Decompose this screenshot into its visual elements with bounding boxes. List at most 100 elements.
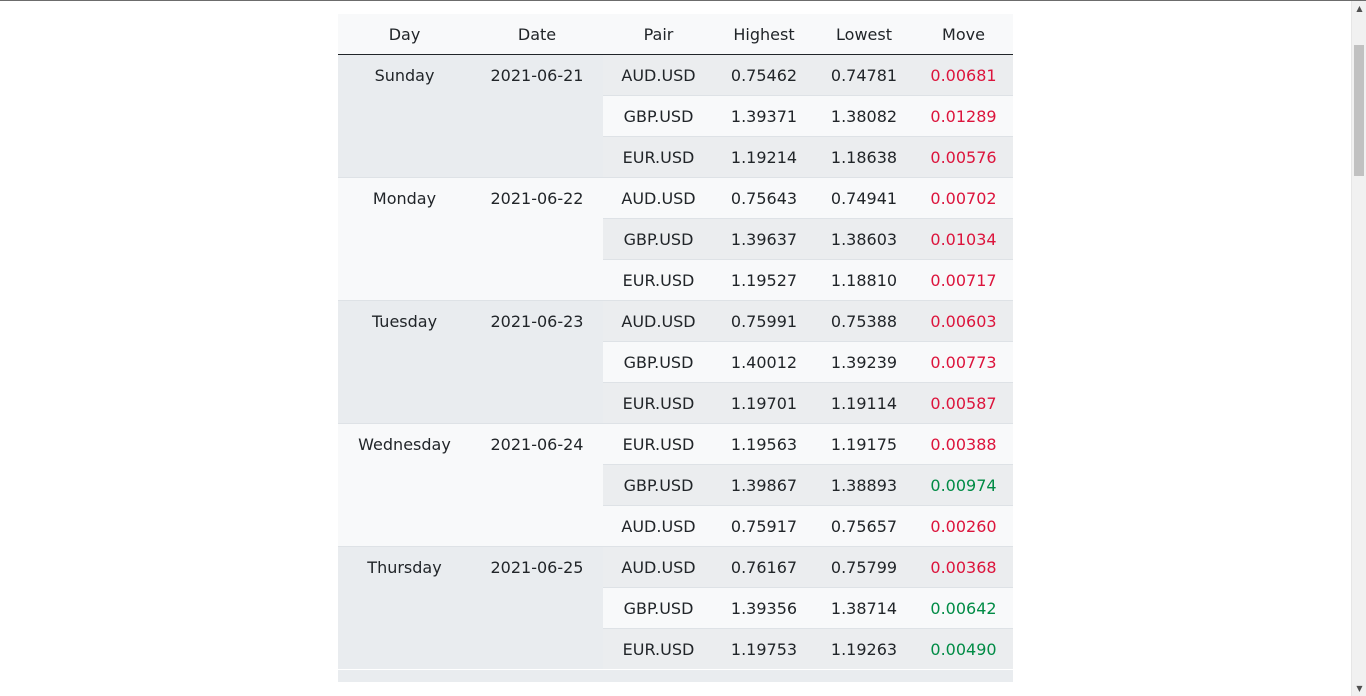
pair-cell: AUD.USD: [603, 505, 714, 547]
move-cell: 0.00388: [914, 423, 1013, 465]
move-cell: 0.00681: [914, 54, 1013, 96]
header-move: Move: [914, 14, 1013, 55]
day-cell: Sunday: [338, 54, 471, 178]
highest-cell: 0.76167: [714, 546, 814, 588]
pair-cell: GBP.USD: [603, 218, 714, 260]
move-cell: 0.01289: [914, 95, 1013, 137]
move-cell: 0.00603: [914, 300, 1013, 342]
pair-cell: GBP.USD: [603, 464, 714, 506]
highest-cell: 1.19527: [714, 259, 814, 301]
lowest-cell: 0.74781: [814, 54, 914, 96]
date-cell: 2021-06-22: [471, 177, 603, 301]
day-cell: Tuesday: [338, 300, 471, 424]
pair-cell: GBP.USD: [603, 95, 714, 137]
highest-cell: 1.40012: [714, 341, 814, 383]
day-cell: Wednesday: [338, 423, 471, 547]
table-row: Tuesday 2021-06-23 AUD.USD 0.75991 0.75388 0.…: [338, 300, 1013, 424]
fx-daily-range-table: Day Date Pair Highest Lowest Move Sunday…: [338, 14, 1013, 669]
pair-cell: AUD.USD: [603, 54, 714, 96]
lowest-cell: 1.38603: [814, 218, 914, 260]
day-cell: Thursday: [338, 546, 471, 669]
table-row: GBP.USD 1.39637 1.38603 0.01034: [338, 218, 1013, 260]
lowest-cell: 0.75799: [814, 546, 914, 588]
lowest-cell: 0.74941: [814, 177, 914, 219]
table-row: EUR.USD 1.19527 1.18810 0.00717: [338, 259, 1013, 301]
pair-cell: EUR.USD: [603, 628, 714, 669]
highest-cell: 1.39637: [714, 218, 814, 260]
lowest-cell: 0.75657: [814, 505, 914, 547]
table-row: Thursday 2021-06-25 AUD.USD 0.76167 0.75799 0…: [338, 546, 1013, 669]
highest-cell: 1.39371: [714, 95, 814, 137]
table-row: Sunday 2021-06-21 AUD.USD 0.75462 0.74781 0.0…: [338, 54, 1013, 178]
pair-cell: EUR.USD: [603, 136, 714, 178]
lowest-cell: 1.19114: [814, 382, 914, 424]
table-row: GBP.USD 1.40012 1.39239 0.00773: [338, 341, 1013, 383]
lowest-cell: 1.39239: [814, 341, 914, 383]
pair-cell: AUD.USD: [603, 177, 714, 219]
highest-cell: 0.75462: [714, 54, 814, 96]
pair-cell: EUR.USD: [603, 423, 714, 465]
vertical-scrollbar[interactable]: ▲ ▼: [1351, 1, 1366, 696]
header-row: Day Date Pair Highest Lowest Move: [338, 14, 1013, 55]
lowest-cell: 0.75388: [814, 300, 914, 342]
date-cell: 2021-06-25: [471, 546, 603, 669]
fx-table-container: Day Date Pair Highest Lowest Move Sunday…: [338, 14, 1013, 669]
move-cell: 0.00974: [914, 464, 1013, 506]
highest-cell: 1.19563: [714, 423, 814, 465]
next-group-partial-row: [338, 670, 1013, 682]
header-lowest: Lowest: [814, 14, 914, 55]
table-header: Day Date Pair Highest Lowest Move: [338, 14, 1013, 55]
highest-cell: 1.39356: [714, 587, 814, 629]
pair-cell: GBP.USD: [603, 341, 714, 383]
move-cell: 0.00587: [914, 382, 1013, 424]
window-top-border: [0, 0, 1366, 1]
table-row: EUR.USD 1.19214 1.18638 0.00576: [338, 136, 1013, 178]
date-cell: 2021-06-21: [471, 54, 603, 178]
table-row: GBP.USD 1.39867 1.38893 0.00974: [338, 464, 1013, 506]
move-cell: 0.00576: [914, 136, 1013, 178]
day-cell: Monday: [338, 177, 471, 301]
lowest-cell: 1.38714: [814, 587, 914, 629]
date-cell: 2021-06-24: [471, 423, 603, 547]
table-body: Sunday 2021-06-21 AUD.USD 0.75462 0.74781 0.0…: [338, 54, 1013, 669]
pair-cell: AUD.USD: [603, 546, 714, 588]
highest-cell: 1.19753: [714, 628, 814, 669]
pair-cell: EUR.USD: [603, 382, 714, 424]
header-pair: Pair: [603, 14, 714, 55]
table-row: Monday 2021-06-22 AUD.USD 0.75643 0.74941 0.0…: [338, 177, 1013, 301]
move-cell: 0.00773: [914, 341, 1013, 383]
pair-cell: AUD.USD: [603, 300, 714, 342]
header-date: Date: [471, 14, 603, 55]
lowest-cell: 1.38893: [814, 464, 914, 506]
table-row: GBP.USD 1.39356 1.38714 0.00642: [338, 587, 1013, 629]
table-row: Wednesday 2021-06-24 EUR.USD 1.19563 1.19175…: [338, 423, 1013, 547]
table-row: GBP.USD 1.39371 1.38082 0.01289: [338, 95, 1013, 137]
highest-cell: 1.19214: [714, 136, 814, 178]
pair-cell: GBP.USD: [603, 587, 714, 629]
highest-cell: 0.75643: [714, 177, 814, 219]
lowest-cell: 1.19175: [814, 423, 914, 465]
lowest-cell: 1.19263: [814, 628, 914, 669]
header-day: Day: [338, 14, 471, 55]
move-cell: 0.00490: [914, 628, 1013, 669]
scroll-down-arrow-icon[interactable]: ▼: [1356, 684, 1363, 693]
scrollbar-thumb[interactable]: [1354, 45, 1364, 176]
move-cell: 0.01034: [914, 218, 1013, 260]
move-cell: 0.00702: [914, 177, 1013, 219]
scroll-up-arrow-icon[interactable]: ▲: [1356, 4, 1363, 13]
move-cell: 0.00642: [914, 587, 1013, 629]
move-cell: 0.00260: [914, 505, 1013, 547]
highest-cell: 0.75991: [714, 300, 814, 342]
date-cell: 2021-06-23: [471, 300, 603, 424]
table-row: AUD.USD 0.75917 0.75657 0.00260: [338, 505, 1013, 547]
move-cell: 0.00368: [914, 546, 1013, 588]
lowest-cell: 1.18638: [814, 136, 914, 178]
lowest-cell: 1.18810: [814, 259, 914, 301]
pair-cell: EUR.USD: [603, 259, 714, 301]
table-row: EUR.USD 1.19753 1.19263 0.00490: [338, 628, 1013, 669]
move-cell: 0.00717: [914, 259, 1013, 301]
lowest-cell: 1.38082: [814, 95, 914, 137]
highest-cell: 1.39867: [714, 464, 814, 506]
header-highest: Highest: [714, 14, 814, 55]
